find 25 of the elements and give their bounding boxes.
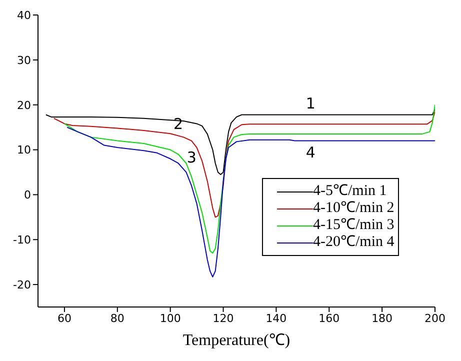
y-tick-label: -20 bbox=[13, 278, 31, 292]
x-tick-label: 100 bbox=[160, 312, 181, 325]
line-series bbox=[45, 108, 435, 175]
x-tick-label: 200 bbox=[424, 312, 446, 325]
x-tick-label: 160 bbox=[318, 312, 340, 325]
y-tick-label: -10 bbox=[13, 234, 31, 247]
y-tick-label: 40 bbox=[17, 8, 31, 22]
legend-label: 4-15℃/min 3 bbox=[313, 217, 394, 234]
y-tick-label: 0 bbox=[24, 188, 31, 202]
annotation: 3 bbox=[186, 148, 196, 167]
annotation: 4 bbox=[306, 143, 316, 162]
x-tick-label: 120 bbox=[212, 312, 234, 325]
legend-label: 4-20℃/min 4 bbox=[313, 234, 394, 251]
x-tick-label: 60 bbox=[57, 312, 72, 325]
x-tick-label: 140 bbox=[266, 312, 287, 325]
x-tick-label: 180 bbox=[372, 312, 393, 325]
annotation: 1 bbox=[306, 94, 316, 113]
legend-label: 4-5℃/min 1 bbox=[313, 183, 387, 200]
line-series bbox=[53, 111, 435, 218]
y-tick-label: 10 bbox=[17, 144, 31, 157]
legend-label: 4-10℃/min 2 bbox=[313, 200, 394, 217]
x-axis-title: Temperature(℃) bbox=[182, 332, 290, 349]
y-tick-label: 20 bbox=[17, 98, 31, 112]
x-tick-label: 80 bbox=[110, 312, 124, 325]
y-tick-label: 30 bbox=[17, 54, 31, 67]
